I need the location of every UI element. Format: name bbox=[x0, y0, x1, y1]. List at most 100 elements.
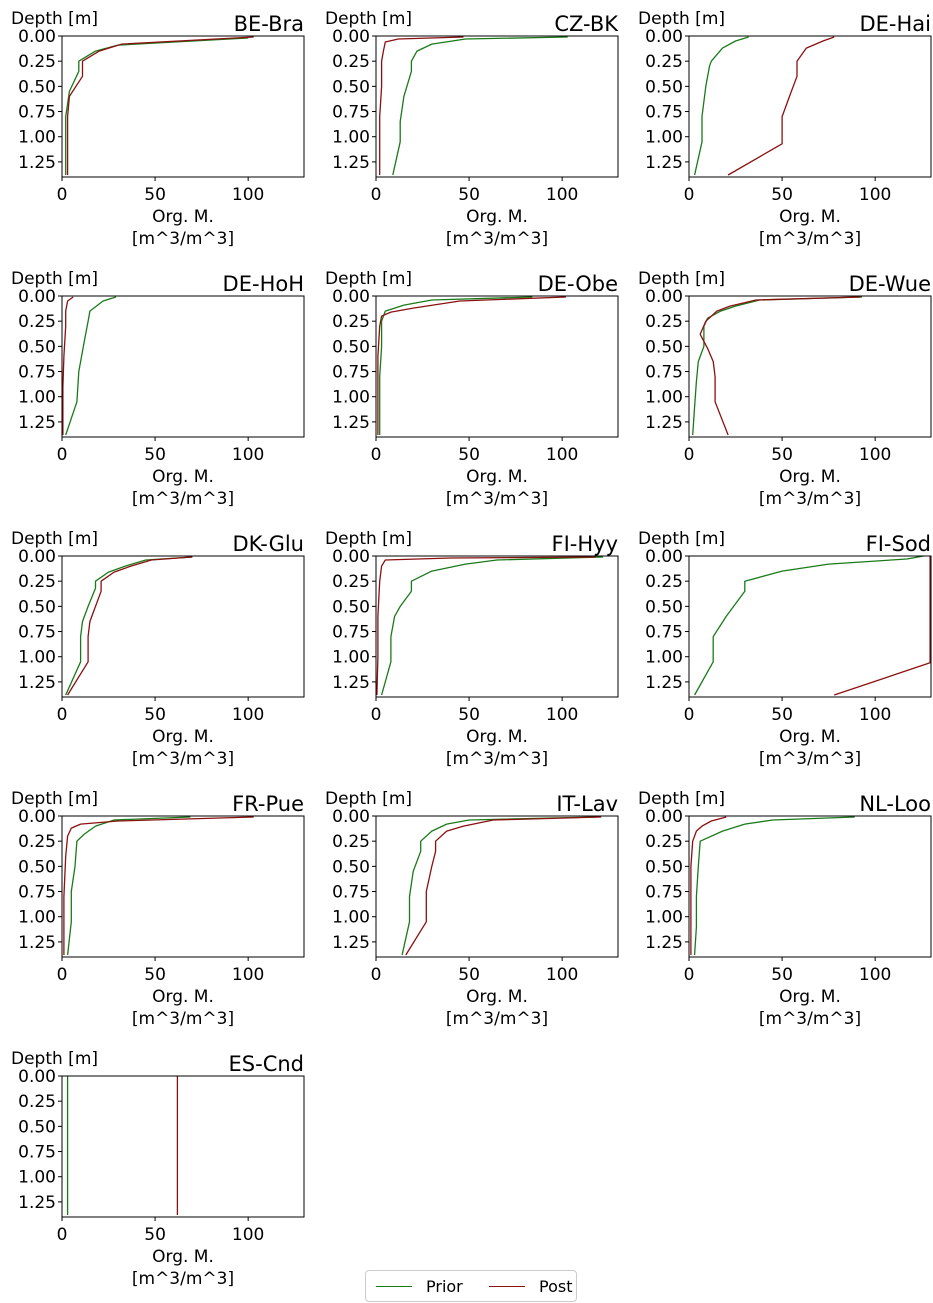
subplot-title: BE-Bra bbox=[234, 12, 304, 36]
y-tick-label: 0.00 bbox=[645, 807, 683, 827]
y-tick-label: 0.50 bbox=[18, 1117, 56, 1137]
y-tick-label: 1.00 bbox=[645, 388, 683, 408]
plot-frame bbox=[375, 555, 619, 698]
subplot-nl-loo: 0.00 0.25 0.50 0.75 1.00 1.250 50 100 Org. M.[m^… bbox=[638, 789, 932, 1029]
x-axis-label: Org. M. bbox=[779, 467, 841, 487]
y-tick-label: 1.00 bbox=[18, 908, 56, 928]
y-axis-label: Depth [m] bbox=[325, 789, 412, 809]
y-tick-label: 0.00 bbox=[645, 27, 683, 47]
y-axis-label: Depth [m] bbox=[11, 1049, 98, 1069]
plot-frame bbox=[61, 555, 305, 698]
x-tick-label: 0 bbox=[684, 965, 695, 985]
subplot-cz-bk: 0.00 0.25 0.50 0.75 1.00 1.250 50 100 Org. M.[m^… bbox=[325, 9, 619, 249]
y-tick-label: 0.50 bbox=[645, 597, 683, 617]
y-tick-label: 0.25 bbox=[332, 312, 370, 332]
y-tick-label: 0.25 bbox=[332, 52, 370, 72]
x-tick-label: 0 bbox=[57, 445, 68, 465]
y-axis-label: Depth [m] bbox=[638, 269, 725, 289]
y-tick-label: 0.75 bbox=[18, 883, 56, 903]
y-tick-label: 0.00 bbox=[645, 547, 683, 567]
x-tick-label: 100 bbox=[546, 445, 578, 465]
x-tick-label: 100 bbox=[859, 445, 891, 465]
x-tick-label: 0 bbox=[371, 705, 382, 725]
subplot-title: DE-Hai bbox=[859, 12, 931, 36]
x-axis-label: Org. M. bbox=[152, 207, 214, 227]
y-tick-label: 0.50 bbox=[332, 337, 370, 357]
x-axis-label: Org. M. bbox=[466, 727, 528, 747]
x-tick-label: 50 bbox=[458, 965, 480, 985]
y-tick-label: 0.25 bbox=[332, 832, 370, 852]
subplot-title: FR-Pue bbox=[232, 792, 304, 816]
y-tick-label: 1.00 bbox=[645, 908, 683, 928]
x-axis-label: Org. M. bbox=[779, 727, 841, 747]
series-line-post bbox=[63, 816, 254, 955]
y-axis-label: Depth [m] bbox=[11, 9, 98, 29]
y-tick-label: 1.25 bbox=[332, 413, 370, 433]
y-tick-label: 1.25 bbox=[18, 933, 56, 953]
y-tick-label: 1.00 bbox=[18, 648, 56, 668]
plot-frame bbox=[61, 815, 305, 958]
y-tick-label: 0.00 bbox=[18, 27, 56, 47]
x-tick-label: 0 bbox=[57, 185, 68, 205]
series-line-prior bbox=[694, 555, 924, 696]
x-axis-unit: [m^3/m^3] bbox=[132, 489, 234, 509]
plot-frame bbox=[61, 295, 305, 438]
y-tick-label: 0.25 bbox=[332, 572, 370, 592]
subplot-de-hoh: 0.00 0.25 0.50 0.75 1.00 1.250 50 100 Org. M.[m^… bbox=[11, 269, 305, 509]
series-line-post bbox=[67, 556, 193, 696]
y-tick-label: 0.00 bbox=[332, 287, 370, 307]
x-axis-unit: [m^3/m^3] bbox=[132, 229, 234, 249]
y-tick-label: 0.50 bbox=[332, 77, 370, 97]
x-tick-label: 50 bbox=[458, 185, 480, 205]
legend-item-prior: Prior bbox=[376, 1271, 463, 1301]
subplot-title: DK-Glu bbox=[232, 532, 304, 556]
x-axis-label: Org. M. bbox=[152, 987, 214, 1007]
x-tick-label: 50 bbox=[144, 965, 166, 985]
subplot-title: FI-Hyy bbox=[552, 532, 619, 556]
x-tick-label: 0 bbox=[57, 1225, 68, 1245]
y-tick-label: 1.00 bbox=[332, 648, 370, 668]
y-tick-label: 0.00 bbox=[332, 27, 370, 47]
x-tick-label: 100 bbox=[546, 185, 578, 205]
series-line-post bbox=[377, 296, 566, 435]
subplot-title: DE-HoH bbox=[223, 272, 304, 296]
x-axis-label: Org. M. bbox=[152, 1247, 214, 1267]
x-tick-label: 100 bbox=[232, 185, 264, 205]
y-tick-label: 0.00 bbox=[645, 287, 683, 307]
y-tick-label: 0.75 bbox=[645, 363, 683, 383]
subplot-title: IT-Lav bbox=[556, 792, 618, 816]
x-tick-label: 0 bbox=[684, 185, 695, 205]
series-line-prior bbox=[401, 816, 596, 956]
subplot-dk-glu: 0.00 0.25 0.50 0.75 1.00 1.250 50 100 Org. M.[m^… bbox=[11, 529, 305, 769]
series-line-prior bbox=[379, 296, 533, 435]
x-axis-unit: [m^3/m^3] bbox=[446, 229, 548, 249]
y-tick-label: 1.25 bbox=[645, 153, 683, 173]
subplot-title: CZ-BK bbox=[554, 12, 619, 36]
subplot-fr-pue: 0.00 0.25 0.50 0.75 1.00 1.250 50 100 Org. M.[m^… bbox=[11, 789, 305, 1029]
series-line-post bbox=[379, 36, 464, 175]
y-tick-label: 1.00 bbox=[645, 648, 683, 668]
y-axis-label: Depth [m] bbox=[638, 529, 725, 549]
subplot-fi-sod: 0.00 0.25 0.50 0.75 1.00 1.250 50 100 Org. M.[m^… bbox=[638, 529, 932, 769]
series-line-post bbox=[376, 556, 596, 696]
y-tick-label: 0.25 bbox=[645, 832, 683, 852]
x-axis-unit: [m^3/m^3] bbox=[759, 749, 861, 769]
legend-prior-label: Prior bbox=[426, 1276, 463, 1296]
y-axis-label: Depth [m] bbox=[638, 9, 725, 29]
x-tick-label: 0 bbox=[371, 445, 382, 465]
y-axis-label: Depth [m] bbox=[325, 9, 412, 29]
x-axis-label: Org. M. bbox=[466, 207, 528, 227]
y-tick-label: 1.00 bbox=[332, 908, 370, 928]
y-tick-label: 0.50 bbox=[332, 597, 370, 617]
y-tick-label: 0.50 bbox=[645, 77, 683, 97]
x-axis-unit: [m^3/m^3] bbox=[759, 489, 861, 509]
x-axis-unit: [m^3/m^3] bbox=[759, 229, 861, 249]
y-tick-label: 1.00 bbox=[18, 1168, 56, 1188]
x-tick-label: 0 bbox=[371, 965, 382, 985]
y-tick-label: 1.25 bbox=[18, 413, 56, 433]
y-tick-label: 0.00 bbox=[332, 547, 370, 567]
series-line-prior bbox=[392, 36, 568, 176]
plot-frame bbox=[688, 35, 932, 178]
y-tick-label: 1.25 bbox=[18, 673, 56, 693]
y-tick-label: 1.00 bbox=[18, 128, 56, 148]
